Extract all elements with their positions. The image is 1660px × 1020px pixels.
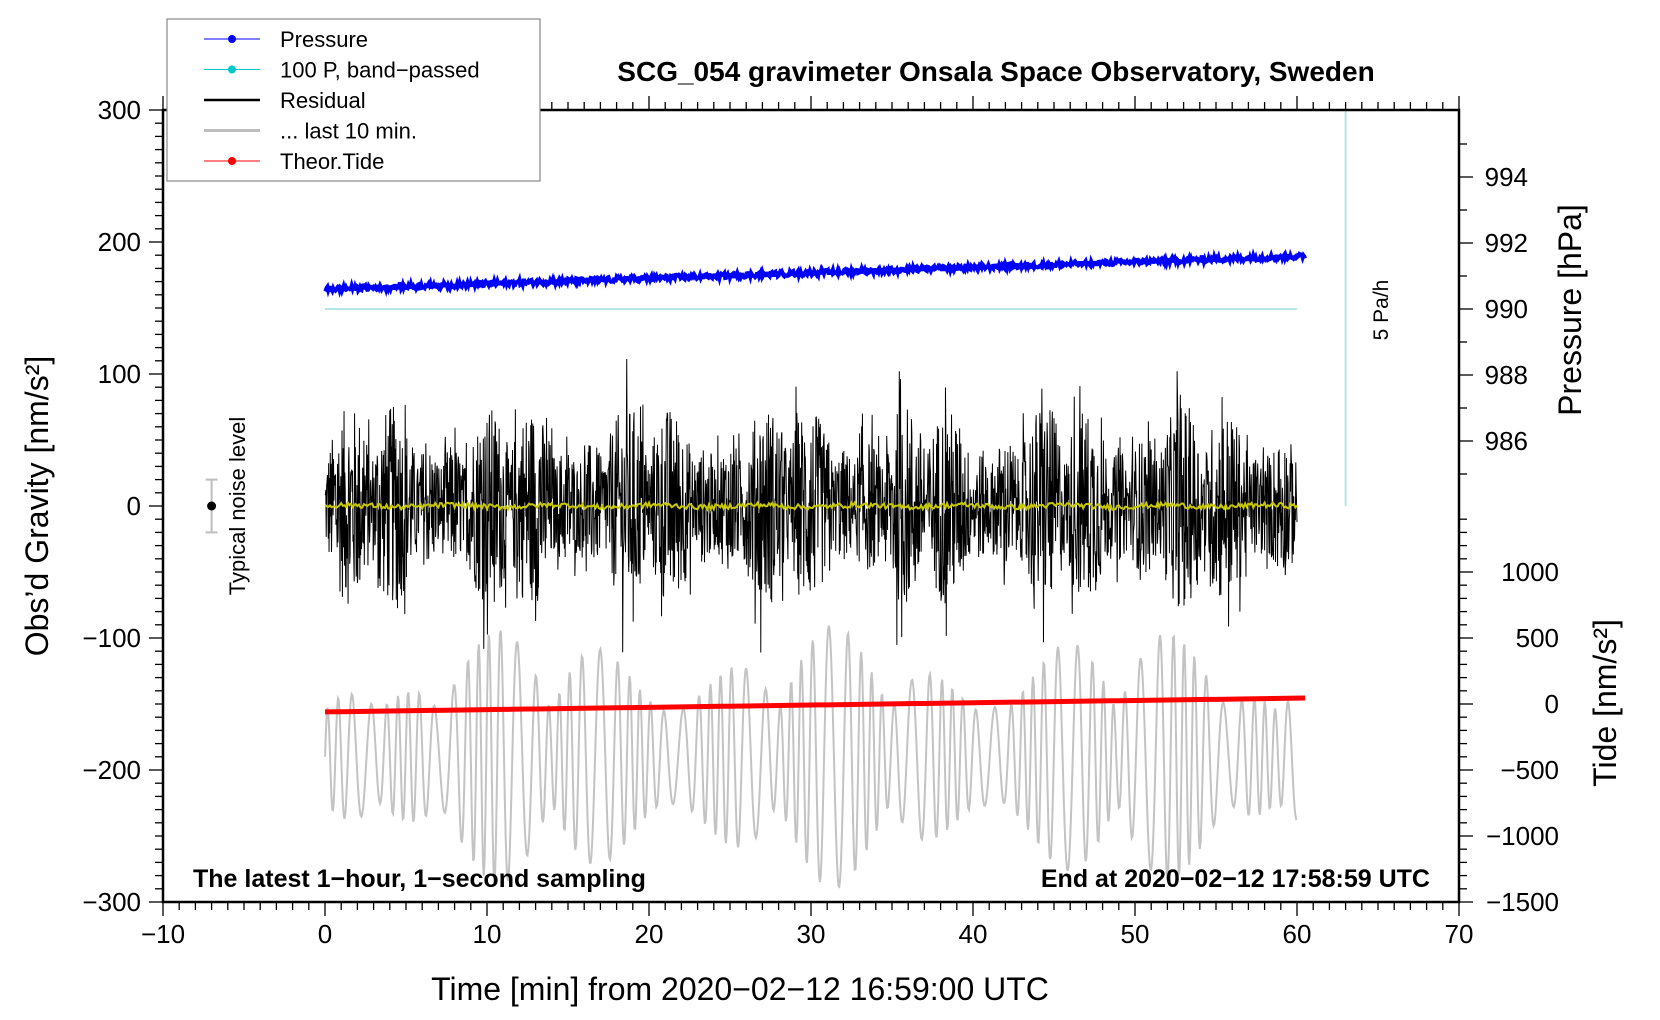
tide-tick-label: 0	[1545, 689, 1559, 719]
annotation-end-time: End at 2020−02−12 17:58:59 UTC	[1041, 865, 1430, 893]
y-tick-label: −100	[82, 623, 141, 653]
y-tick-label: 0	[127, 491, 141, 521]
y-tick-label: −200	[82, 755, 141, 785]
x-tick-label: −10	[141, 919, 185, 949]
series-layer	[205, 110, 1347, 889]
tide-tick-label: −1500	[1486, 887, 1559, 917]
x-tick-label: 30	[797, 919, 826, 949]
y-axis-title-left: Obs’d Gravity [nm/s²]	[19, 356, 55, 657]
series-last-10-min	[324, 625, 1298, 889]
x-tick-label: 70	[1445, 919, 1474, 949]
chart-title: SCG_054 gravimeter Onsala Space Observat…	[617, 56, 1374, 87]
y-tick-label: 100	[98, 359, 141, 389]
legend: Pressure 100 P, band−passed Residual ... la…	[166, 18, 541, 182]
legend-label: ... last 10 min.	[280, 119, 417, 144]
pressure-tick-label: 992	[1485, 228, 1528, 258]
legend-label: Residual	[280, 88, 366, 113]
ticks-layer: −10 0 10 20 30 40 50 60 703002001000−100−200−300…	[82, 95, 1559, 949]
legend-label: Theor.Tide	[280, 149, 384, 174]
x-tick-label: 60	[1283, 919, 1312, 949]
y-tick-label: 200	[98, 227, 141, 257]
y-axis-title-tide: Tide [nm/s²]	[1587, 619, 1623, 787]
tide-tick-label: −500	[1500, 755, 1559, 785]
tide-tick-label: 500	[1516, 623, 1559, 653]
pressure-tick-label: 990	[1485, 294, 1528, 324]
tide-tick-label: −1000	[1486, 821, 1559, 851]
series-pressure	[323, 248, 1307, 299]
noise-level-label: Typical noise level	[225, 417, 250, 596]
series-residual	[324, 359, 1298, 653]
rate-label: 5 Pa/h	[1370, 280, 1393, 341]
x-tick-label: 20	[635, 919, 664, 949]
legend-label: 100 P, band−passed	[280, 58, 480, 83]
series-theoretical-tide	[324, 695, 1306, 715]
pressure-tick-label: 986	[1485, 426, 1528, 456]
x-tick-label: 50	[1121, 919, 1150, 949]
noise-point	[207, 501, 217, 511]
pressure-tick-label: 994	[1485, 162, 1528, 192]
pressure-tick-label: 988	[1485, 360, 1528, 390]
x-tick-label: 0	[318, 919, 332, 949]
legend-swatch-marker	[228, 157, 236, 165]
series-residual-smoothed	[324, 499, 1298, 513]
y-tick-label: 300	[98, 95, 141, 125]
x-tick-label: 10	[473, 919, 502, 949]
y-tick-label: −300	[82, 887, 141, 917]
tide-tick-label: 1000	[1501, 557, 1559, 587]
x-tick-label: 40	[959, 919, 988, 949]
plot-frame	[161, 108, 1461, 904]
annotation-sampling: The latest 1−hour, 1−second sampling	[193, 865, 646, 893]
legend-swatch-marker	[228, 65, 236, 74]
y-axis-title-pressure: Pressure [hPa]	[1552, 204, 1588, 416]
legend-swatch-marker	[228, 35, 236, 43]
legend-label: Pressure	[280, 27, 368, 52]
x-axis-title: Time [min] from 2020−02−12 16:59:00 UTC	[431, 971, 1049, 1007]
